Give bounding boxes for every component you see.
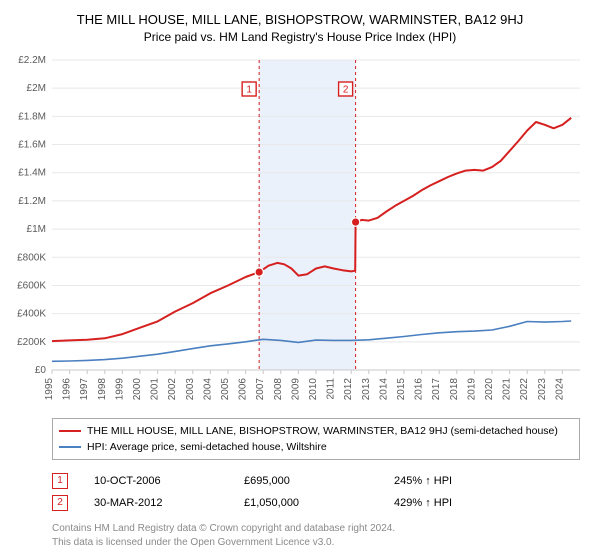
- price-chart: £0 £200K £400K £600K £800K £1M £1.2M £1.4M £1.6M…: [0, 50, 600, 410]
- svg-text:2006: 2006: [238, 378, 249, 401]
- svg-text:£2.2M: £2.2M: [18, 55, 46, 66]
- svg-text:£200K: £200K: [17, 337, 46, 348]
- sales-tbody: 1 10-OCT-2006£695,000245% ↑ HPI 2 30-MAR-20…: [52, 470, 580, 514]
- svg-text:2017: 2017: [431, 378, 442, 401]
- legend-item: THE MILL HOUSE, MILL LANE, BISHOPSTROW, …: [59, 423, 573, 439]
- svg-text:£1M: £1M: [27, 224, 46, 235]
- svg-text:2024: 2024: [554, 378, 565, 401]
- sale-price: £695,000: [244, 470, 394, 492]
- svg-text:£0: £0: [35, 365, 47, 376]
- svg-text:2020: 2020: [484, 378, 495, 401]
- svg-text:2: 2: [343, 85, 349, 96]
- svg-text:£400K: £400K: [17, 309, 46, 320]
- svg-text:£1.6M: £1.6M: [18, 140, 46, 151]
- chart-title: THE MILL HOUSE, MILL LANE, BISHOPSTROW, …: [0, 0, 600, 27]
- svg-text:1998: 1998: [97, 378, 108, 401]
- svg-text:1995: 1995: [44, 378, 55, 401]
- svg-text:2016: 2016: [414, 378, 425, 401]
- sale-delta: 429% ↑ HPI: [394, 492, 580, 514]
- chart-area: £0 £200K £400K £600K £800K £1M £1.2M £1.4M £1.6M…: [0, 50, 600, 410]
- svg-text:2000: 2000: [132, 378, 143, 401]
- svg-text:1999: 1999: [114, 378, 125, 401]
- sale-marker: 1: [52, 473, 68, 489]
- svg-text:2005: 2005: [220, 378, 231, 401]
- legend: THE MILL HOUSE, MILL LANE, BISHOPSTROW, …: [52, 418, 580, 460]
- svg-text:£1.8M: £1.8M: [18, 111, 46, 122]
- svg-text:2010: 2010: [308, 378, 319, 401]
- svg-text:2008: 2008: [273, 378, 284, 401]
- legend-swatch: [59, 446, 81, 448]
- svg-text:£2M: £2M: [27, 83, 46, 94]
- legend-label: HPI: Average price, semi-detached house,…: [87, 441, 327, 453]
- svg-text:2004: 2004: [202, 378, 213, 401]
- credits: Contains HM Land Registry data © Crown c…: [52, 522, 580, 559]
- svg-text:£1.2M: £1.2M: [18, 196, 46, 207]
- credit-line-2: This data is licensed under the Open Gov…: [52, 536, 580, 550]
- sale-date: 10-OCT-2006: [94, 470, 244, 492]
- svg-text:2009: 2009: [290, 378, 301, 401]
- svg-text:2012: 2012: [343, 378, 354, 401]
- svg-text:2002: 2002: [167, 378, 178, 401]
- legend-label: THE MILL HOUSE, MILL LANE, BISHOPSTROW, …: [87, 425, 558, 437]
- sale-price: £1,050,000: [244, 492, 394, 514]
- svg-text:1997: 1997: [79, 378, 90, 401]
- svg-text:2007: 2007: [255, 378, 266, 401]
- svg-text:2018: 2018: [449, 378, 460, 401]
- svg-text:2013: 2013: [361, 378, 372, 401]
- svg-text:1996: 1996: [62, 378, 73, 401]
- table-row: 2 30-MAR-2012£1,050,000429% ↑ HPI: [52, 492, 580, 514]
- svg-text:£600K: £600K: [17, 280, 46, 291]
- svg-text:2022: 2022: [519, 378, 530, 401]
- legend-swatch: [59, 430, 81, 432]
- svg-text:2023: 2023: [537, 378, 548, 401]
- svg-text:2015: 2015: [396, 378, 407, 401]
- table-row: 1 10-OCT-2006£695,000245% ↑ HPI: [52, 470, 580, 492]
- svg-text:2001: 2001: [150, 378, 161, 401]
- page: THE MILL HOUSE, MILL LANE, BISHOPSTROW, …: [0, 0, 600, 559]
- sale-marker: 2: [52, 495, 68, 511]
- sales-table: 1 10-OCT-2006£695,000245% ↑ HPI 2 30-MAR-20…: [52, 470, 580, 514]
- svg-text:£1.4M: £1.4M: [18, 168, 46, 179]
- legend-item: HPI: Average price, semi-detached house,…: [59, 439, 573, 455]
- svg-text:2014: 2014: [378, 378, 389, 401]
- svg-text:2019: 2019: [466, 378, 477, 401]
- svg-text:1: 1: [246, 85, 252, 96]
- svg-text:2003: 2003: [185, 378, 196, 401]
- svg-text:2021: 2021: [502, 378, 513, 401]
- sale-delta: 245% ↑ HPI: [394, 470, 580, 492]
- svg-text:2011: 2011: [326, 378, 337, 400]
- svg-text:£800K: £800K: [17, 252, 46, 263]
- credit-line-1: Contains HM Land Registry data © Crown c…: [52, 522, 580, 536]
- chart-subtitle: Price paid vs. HM Land Registry's House …: [0, 27, 600, 50]
- sale-date: 30-MAR-2012: [94, 492, 244, 514]
